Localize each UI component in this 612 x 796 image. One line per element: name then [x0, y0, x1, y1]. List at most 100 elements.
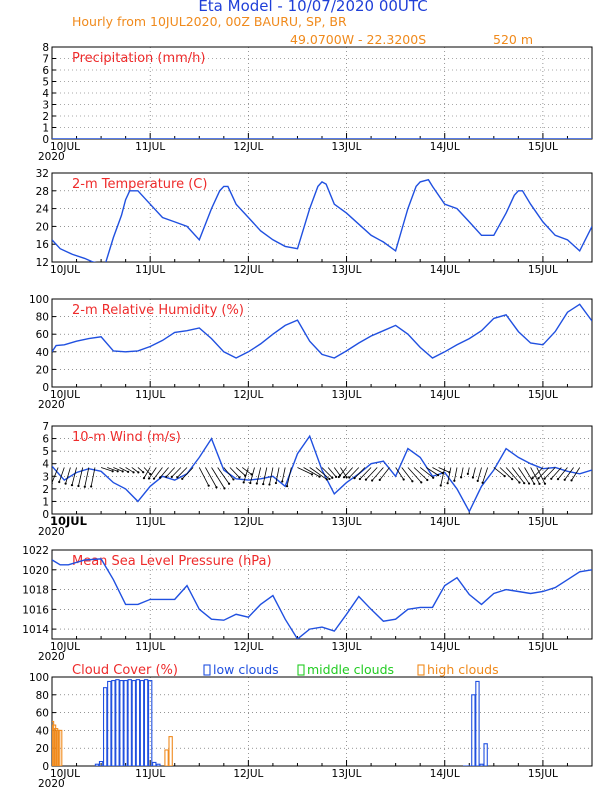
panel-content-rh — [52, 303, 592, 359]
panel-content-mslp — [52, 558, 592, 639]
wind-arrow-head — [152, 477, 156, 480]
wind-arrow-head — [358, 477, 361, 481]
wind-arrow-head — [439, 484, 442, 487]
wind-arrow-head — [249, 481, 252, 485]
y-tick-label: 5 — [42, 77, 49, 89]
wind-arrow — [379, 467, 390, 481]
wind-arrow — [440, 467, 446, 486]
wind-arrow — [493, 467, 505, 477]
x-tick-label: 10JUL — [50, 768, 80, 780]
y-tick-label: 1 — [42, 496, 49, 508]
wind-arrow-head — [348, 476, 351, 479]
legend-swatch — [297, 664, 305, 676]
wind-arrow-head — [268, 483, 271, 486]
wind-arrow-head — [242, 481, 245, 484]
x-tick-label: 12JUL — [233, 141, 263, 153]
wind-arrow-head — [281, 480, 284, 483]
wind-arrow-head — [255, 482, 258, 485]
x-tick-label: 14JUL — [430, 641, 460, 653]
x-tick-label: 11JUL — [135, 141, 165, 153]
wind-arrow — [499, 467, 513, 480]
wind-arrow-head — [142, 471, 145, 474]
wind-arrow — [217, 467, 230, 484]
wind-arrow — [143, 467, 151, 479]
wind-arrow — [243, 467, 249, 483]
wind-arrow-head — [149, 473, 152, 476]
panel-title-mslp: Mean Sea Level Pressure (hPa) — [72, 554, 272, 569]
cloud-bar — [57, 729, 63, 766]
wind-arrow-head — [411, 480, 414, 483]
wind-arrow-head — [436, 474, 440, 477]
series-line-rh — [52, 303, 592, 359]
cloud-bar — [147, 680, 153, 766]
wind-arrow-head — [420, 481, 423, 484]
wind-arrow-head — [111, 470, 114, 473]
y-tick-label: 12 — [36, 257, 49, 269]
wind-arrow-head — [147, 477, 151, 480]
x-year-label: 2020 — [38, 526, 65, 538]
series-line-temp — [52, 178, 592, 262]
wind-arrow-head — [345, 476, 348, 479]
cloud-bar — [168, 736, 173, 766]
wind-arrow-head — [531, 477, 534, 480]
legend-label: middle clouds — [307, 662, 394, 677]
x-tick-label: 10JUL — [50, 641, 80, 653]
panel-temp: 12 16 20 24 28 32 10JUL 11JUL 12JUL 13JUL 14JUL 15J… — [36, 168, 593, 276]
y-tick-label: 80 — [36, 690, 49, 702]
wind-arrow-head — [158, 476, 162, 479]
wind-arrow-head — [364, 478, 368, 481]
x-tick-label: 13JUL — [332, 641, 362, 653]
y-tick-label: 20 — [36, 221, 49, 233]
plot-frame — [51, 676, 593, 767]
wind-arrow — [177, 467, 188, 478]
wind-arrow-head — [563, 478, 566, 481]
x-tick-label: 11JUL — [135, 516, 165, 528]
wind-arrow — [460, 467, 464, 478]
x-tick-label: 11JUL — [135, 389, 165, 401]
wind-arrow — [65, 467, 71, 484]
wind-arrow — [518, 467, 530, 484]
y-tick-label: 24 — [36, 204, 50, 216]
cloud-bar — [102, 687, 108, 766]
cloud-bar — [94, 763, 100, 766]
wind-arrow — [371, 467, 384, 481]
cloud-bar — [152, 761, 157, 766]
wind-arrow — [256, 467, 262, 484]
y-tick-label: 8 — [42, 42, 49, 54]
wind-arrow-head — [543, 482, 547, 485]
x-tick-label: 11JUL — [135, 641, 165, 653]
panel-content-temp — [52, 178, 592, 262]
x-tick-label: 14JUL — [430, 141, 460, 153]
wind-arrow-head — [334, 475, 338, 478]
wind-arrow — [505, 467, 520, 483]
y-tick-label: 80 — [36, 312, 49, 324]
wind-arrow — [359, 467, 372, 480]
wind-arrow — [119, 467, 129, 473]
wind-arrow — [131, 467, 139, 473]
wind-arrow — [171, 467, 182, 478]
x-tick-label: 13JUL — [332, 264, 362, 276]
wind-arrow — [90, 467, 96, 487]
wind-arrow-head — [310, 473, 314, 476]
chart-subtitle: Hourly from 10JUL2020, 00Z BAURU, SP, BR — [72, 14, 347, 29]
wind-arrow-head — [460, 476, 463, 479]
y-tick-label: 6 — [42, 65, 49, 77]
wind-arrow — [166, 467, 176, 477]
wind-arrow-head — [331, 476, 334, 479]
x-year-label: 2020 — [38, 151, 65, 163]
wind-arrow-head — [176, 476, 179, 479]
wind-arrow-head — [121, 470, 124, 473]
wind-arrow-head — [83, 485, 86, 488]
wind-arrow-head — [342, 476, 346, 479]
wind-arrow-head — [471, 476, 475, 479]
y-tick-label: 20 — [36, 364, 49, 376]
wind-arrow-head — [328, 477, 331, 481]
wind-arrow — [472, 467, 476, 478]
legend-swatch — [417, 664, 425, 676]
wind-arrow — [354, 467, 366, 479]
wind-arrow — [286, 467, 292, 487]
wind-arrow — [58, 467, 65, 483]
panel-title-temp: 2-m Temperature (C) — [72, 177, 207, 192]
